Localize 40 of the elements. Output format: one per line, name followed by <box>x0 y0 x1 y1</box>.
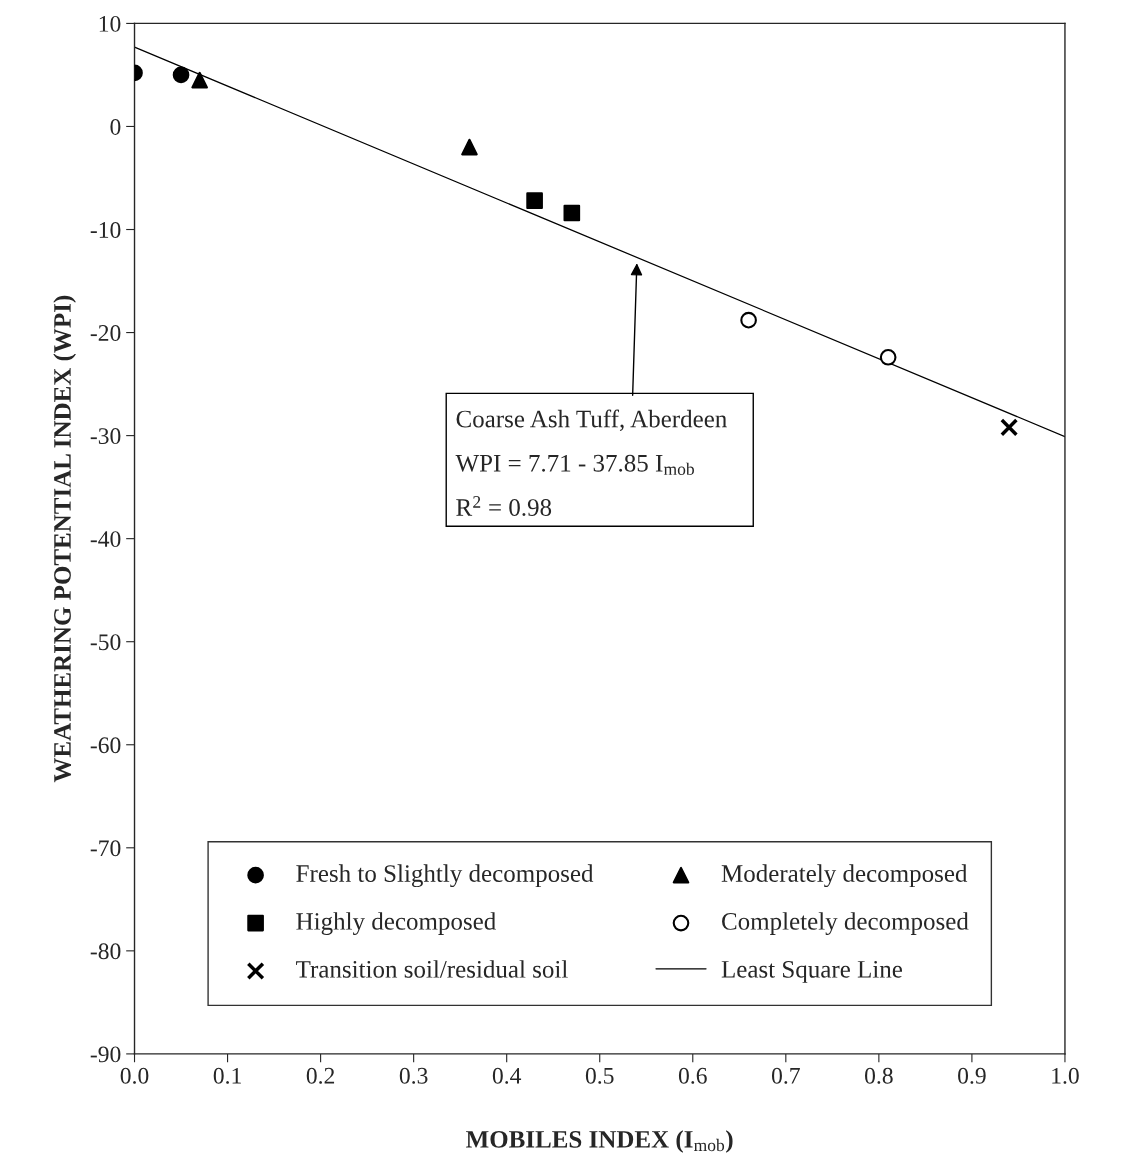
x-tick-label: 1.0 <box>1052 1067 1079 1084</box>
point <box>526 192 543 209</box>
point <box>740 311 757 329</box>
y-tick-label: -70 <box>90 840 121 857</box>
y-tick-label: -10 <box>90 222 121 238</box>
point <box>191 71 208 89</box>
legend-label: Transition soil/residual soil <box>296 960 568 978</box>
x-tick-label: 0.6 <box>678 1067 707 1084</box>
x-tick-label: 0.4 <box>492 1067 522 1084</box>
point <box>1000 418 1019 437</box>
y-tick-label: -90 <box>90 1046 121 1063</box>
y-axis-title: WEATHERING POTENTIAL INDEX (WPI) <box>53 295 76 783</box>
y-tick-label: -30 <box>90 428 121 445</box>
x-tick-label: 0.2 <box>306 1067 335 1084</box>
y-tick-label: -50 <box>90 634 121 651</box>
legend-label: Fresh to Slightly decomposed <box>296 864 594 888</box>
legend-label: Least Square Line <box>721 960 903 983</box>
legend-label: Moderately decomposed <box>721 864 968 888</box>
y-tick-label: -40 <box>90 531 121 548</box>
annotation: WPI = 7.71 - 37.85 I$_{mob}$ <box>455 454 694 475</box>
y-tick-label: 0 <box>110 118 121 135</box>
legend-label: Completely decomposed <box>722 912 969 936</box>
x-tick-label: 0.0 <box>120 1067 149 1084</box>
x-tick-label: 0.8 <box>865 1067 893 1084</box>
x-tick-label: 0.9 <box>958 1067 986 1084</box>
point <box>461 138 478 156</box>
y-tick-label: -60 <box>90 737 121 754</box>
y-tick-label: -20 <box>90 325 121 341</box>
legend-label: Highly decomposed <box>296 912 496 936</box>
x-axis-title: MOBILES INDEX (I$_{mob}$) <box>466 1130 733 1153</box>
annotation: R$^{2}$ = 0.98 <box>456 496 552 517</box>
x-tick-label: 0.3 <box>399 1067 428 1084</box>
x-tick-label: 0.7 <box>771 1067 800 1084</box>
y-tick-label: -80 <box>90 943 121 960</box>
point <box>563 204 581 222</box>
x-tick-label: 0.5 <box>585 1067 614 1084</box>
y-tick-label: 10 <box>99 15 121 32</box>
point <box>879 348 897 366</box>
annotation: Coarse Ash Tuff, Aberdeen <box>456 409 727 432</box>
x-tick-label: 0.1 <box>213 1067 241 1084</box>
